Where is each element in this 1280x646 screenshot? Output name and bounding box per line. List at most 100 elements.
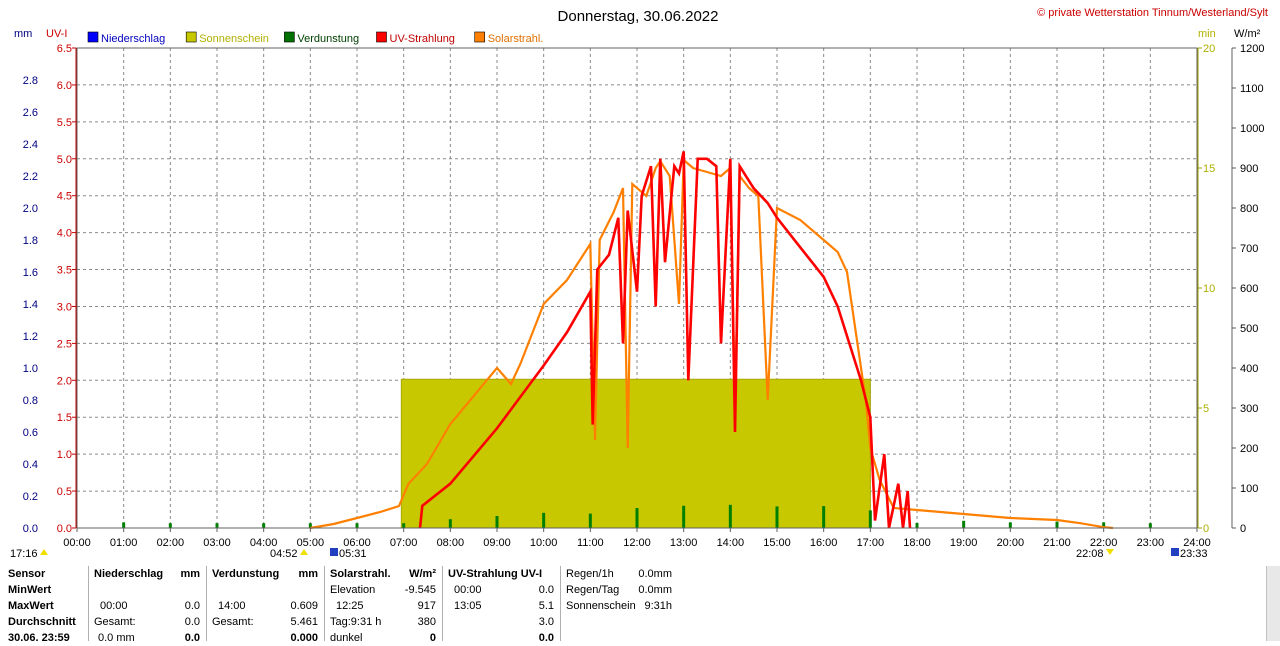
time-tick-label: 08:00 xyxy=(437,537,465,549)
time-tick-label: 14:00 xyxy=(717,537,745,549)
uv-avg-value: 3.0 xyxy=(538,616,554,628)
legend-label: Solarstrahl. xyxy=(488,33,544,45)
table-separator xyxy=(88,566,89,641)
wm2-tick-label: 600 xyxy=(1240,283,1258,295)
solarstrahlung-line xyxy=(310,157,1114,530)
wm2-tick-label: 900 xyxy=(1240,163,1258,175)
solar-last-label: dunkel xyxy=(330,632,363,644)
time-tick-label: 20:00 xyxy=(997,537,1025,549)
mm-tick-label: 2.4 xyxy=(23,139,38,151)
time-tick-label: 13:00 xyxy=(670,537,698,549)
verdunstung-column: Verdunstung mm 14:00 0.609 Gesamt: 5.461… xyxy=(212,566,318,646)
min-tick-label: 10 xyxy=(1203,283,1215,295)
wm2-tick-label: 1100 xyxy=(1240,83,1264,95)
time-tick-label: 18:00 xyxy=(903,537,931,549)
time-tick-label: 05:00 xyxy=(297,537,325,549)
wm2-tick-label: 1000 xyxy=(1240,123,1264,135)
uv-tick-label: 1.0 xyxy=(57,449,72,461)
uv-header: UV-Strahlung UV-I xyxy=(448,568,543,580)
time-tick-label: 07:00 xyxy=(390,537,418,549)
mm-tick-label: 2.8 xyxy=(23,75,38,87)
uv-tick-label: 2.5 xyxy=(57,338,72,350)
sunrise-icon xyxy=(330,548,338,556)
wm2-tick-label: 200 xyxy=(1240,443,1258,455)
mm-tick-label: 1.0 xyxy=(23,363,38,375)
time-tick-label: 16:00 xyxy=(810,537,838,549)
verdunstung-max-value: 0.609 xyxy=(290,600,318,612)
verdunstung-max-time: 14:00 xyxy=(218,600,246,612)
table-separator xyxy=(560,566,561,641)
mm-tick-label: 2.0 xyxy=(23,203,38,215)
row-label-sensor: Sensor xyxy=(8,568,46,580)
niederschlag-gesamt-label: Gesamt: xyxy=(94,616,136,628)
table-separator xyxy=(206,566,207,641)
min-axis: 0 5 10 15 20 xyxy=(1197,43,1215,535)
wm2-tick-label: 400 xyxy=(1240,363,1258,375)
axis-unit-mm: mm xyxy=(14,28,32,40)
mm-tick-label: 1.2 xyxy=(23,331,38,343)
dawn-icon xyxy=(300,549,308,555)
wm2-tick-label: 300 xyxy=(1240,403,1258,415)
time-tick-label: 19:00 xyxy=(950,537,978,549)
uv-tick-label: 6.0 xyxy=(57,80,72,92)
mm-tick-label: 0.2 xyxy=(23,491,38,503)
uv-tick-label: 0.0 xyxy=(57,523,72,535)
uv-min-time: 00:00 xyxy=(454,584,482,596)
row-label-durchschnitt: Durchschnitt xyxy=(8,616,76,628)
solar-max-time: 12:25 xyxy=(336,600,364,612)
wm2-tick-label: 1200 xyxy=(1240,43,1264,55)
solar-elevation-value: -9.545 xyxy=(404,584,436,596)
time-tick-label: 04:00 xyxy=(250,537,278,549)
niederschlag-max-value: 0.0 xyxy=(184,600,200,612)
axis-unit-uv: UV-I xyxy=(46,28,67,40)
time-tick-label: 06:00 xyxy=(343,537,371,549)
mm-tick-label: 1.6 xyxy=(23,267,38,279)
sonnenschein-label: Sonnenschein xyxy=(566,600,636,612)
legend-swatch xyxy=(185,31,197,43)
uv-tick-label: 0.5 xyxy=(57,486,72,498)
verdunstung-bars xyxy=(122,504,1152,528)
row-label-minwert: MinWert xyxy=(8,584,52,596)
niederschlag-gesamt-value: 0.0 xyxy=(184,616,200,628)
legend-swatch xyxy=(474,31,486,43)
moon-rise-time: 17:16 xyxy=(10,548,38,560)
time-tick-label: 10:00 xyxy=(530,537,558,549)
time-tick-label: 03:00 xyxy=(203,537,231,549)
time-axis: 00:00 01:00 02:00 03:00 04:00 05:00 06:00 07:00… xyxy=(63,528,1211,549)
time-tick-label: 23:00 xyxy=(1137,537,1165,549)
solar-avg-value: 380 xyxy=(417,616,436,628)
mm-tick-label: 0.8 xyxy=(23,395,38,407)
mm-tick-label: 2.6 xyxy=(23,107,38,119)
min-tick-label: 20 xyxy=(1203,43,1215,55)
verdunstung-header: Verdunstung xyxy=(212,568,280,580)
mm-tick-label: 0.0 xyxy=(23,523,38,535)
uv-tick-label: 1.5 xyxy=(57,412,72,424)
solar-day-label: Tag:9:31 h xyxy=(330,616,382,628)
row-label-last: 30.06. 23:59 xyxy=(8,632,70,644)
min-tick-label: 5 xyxy=(1203,403,1209,415)
legend-swatch xyxy=(376,31,387,43)
uv-tick-label: 5.0 xyxy=(57,154,72,166)
regen-tag-value: 0.0mm xyxy=(638,584,672,596)
dusk-icon xyxy=(1171,548,1179,556)
regen-1h-value: 0.0mm xyxy=(638,568,672,580)
niederschlag-unit: mm xyxy=(180,568,200,580)
solar-column: Solarstrahl. W/m² Elevation -9.545 12:25… xyxy=(330,566,436,646)
time-tick-label: 11:00 xyxy=(577,537,604,549)
mm-tick-label: 1.8 xyxy=(23,235,38,247)
table-separator xyxy=(324,566,325,641)
verdunstung-gesamt-value: 5.461 xyxy=(290,616,318,628)
verdunstung-last-value: 0.000 xyxy=(290,632,318,644)
time-tick-label: 09:00 xyxy=(483,537,511,549)
dusk-time: 23:33 xyxy=(1180,548,1208,560)
solar-last-value: 0 xyxy=(429,632,436,644)
table-scrollbar[interactable] xyxy=(1266,566,1280,641)
time-tick-label: 21:00 xyxy=(1043,537,1071,549)
legend-label: Sonnenschein xyxy=(199,33,269,45)
uv-max-value: 5.1 xyxy=(538,600,554,612)
sun-markers: 17:16 04:52 05:31 22:08 23:33 xyxy=(10,548,1208,560)
uv-tick-label: 4.0 xyxy=(57,228,72,240)
sonnenschein-area xyxy=(400,378,871,529)
legend-swatch xyxy=(87,31,99,43)
solar-header: Solarstrahl. xyxy=(330,568,391,580)
